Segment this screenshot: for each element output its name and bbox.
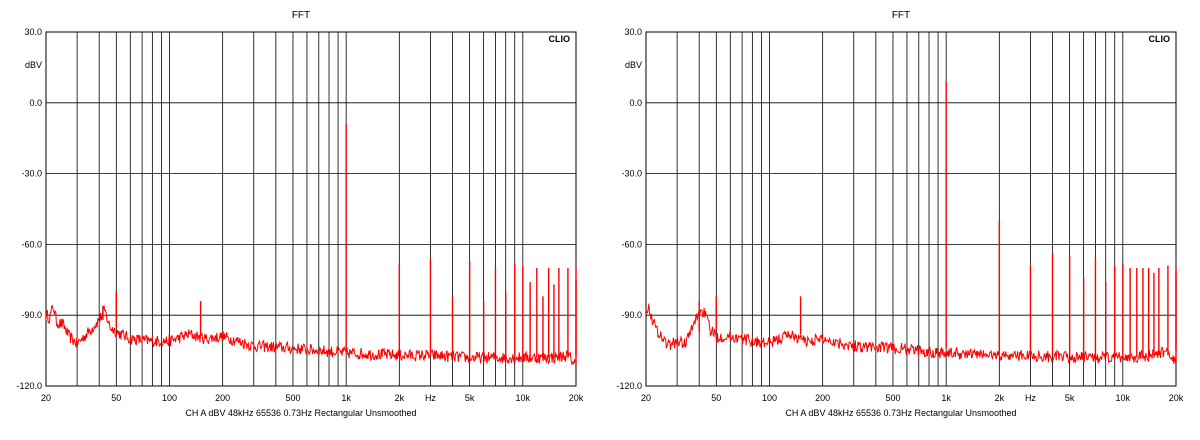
plot-area — [645, 31, 1177, 387]
fft-chart-left: FFT CLIO 30.0 0.0 -30.0 -60.0 -90.0 -120.0 dBV 20… — [16, 10, 584, 418]
y-tick-label: 0.0 — [29, 98, 42, 108]
fft-chart-right: FFT CLIO 30.0 0.0 -30.0 -60.0 -90.0 -120.0 dBV 20… — [600, 0, 1200, 440]
y-tick-label: -120.0 — [616, 381, 642, 391]
x-tick-label: 10k — [516, 393, 531, 403]
fft-chart-svg: FFT CLIO 30.0 0.0 -30.0 -60.0 -90.0 -120.0 dBV 20… — [616, 10, 1184, 418]
x-tick-label: 500 — [885, 393, 900, 403]
x-tick-label: 2k — [995, 393, 1005, 403]
chart-title: FFT — [892, 10, 910, 21]
x-tick-label: 200 — [815, 393, 830, 403]
x-tick-label: 50 — [711, 393, 721, 403]
chart-footer: CH A dBV 48kHz 65536 0.73Hz Rectangular … — [785, 408, 1016, 418]
x-tick-label: 200 — [215, 393, 230, 403]
x-tick-label: 1k — [341, 393, 351, 403]
y-tick-label: -60.0 — [621, 239, 642, 249]
x-tick-label: 500 — [285, 393, 300, 403]
chart-footer: CH A dBV 48kHz 65536 0.73Hz Rectangular … — [185, 408, 416, 418]
y-unit-label: dBV — [625, 60, 642, 70]
x-unit-label: Hz — [1025, 393, 1036, 403]
x-tick-label: 100 — [762, 393, 777, 403]
x-tick-label: 20k — [569, 393, 584, 403]
x-unit-label: Hz — [425, 393, 436, 403]
y-tick-label: -60.0 — [21, 239, 42, 249]
y-tick-label: 30.0 — [624, 27, 642, 37]
chart-title: FFT — [292, 10, 310, 21]
x-tick-label: 5k — [1065, 393, 1075, 403]
noise-floor-trace — [646, 303, 1177, 365]
brand-label: CLIO — [549, 34, 571, 44]
x-tick-label: 10k — [1116, 393, 1131, 403]
x-tick-label: 1k — [941, 393, 951, 403]
x-tick-label: 20 — [41, 393, 51, 403]
x-tick-label: 20k — [1169, 393, 1184, 403]
y-tick-label: -120.0 — [16, 381, 42, 391]
y-unit-label: dBV — [25, 60, 42, 70]
x-tick-label: 2k — [395, 393, 405, 403]
brand-label: CLIO — [1149, 34, 1171, 44]
y-tick-label: -30.0 — [21, 169, 42, 179]
y-tick-label: 30.0 — [24, 27, 42, 37]
x-tick-label: 100 — [162, 393, 177, 403]
y-tick-label: -90.0 — [21, 310, 42, 320]
x-tick-label: 5k — [465, 393, 475, 403]
fft-chart-svg: FFT CLIO 30.0 0.0 -30.0 -60.0 -90.0 -120.0 dBV 20… — [16, 10, 584, 418]
y-tick-label: 0.0 — [629, 98, 642, 108]
x-tick-label: 50 — [111, 393, 121, 403]
y-tick-label: -90.0 — [621, 310, 642, 320]
y-tick-label: -30.0 — [621, 169, 642, 179]
noise-floor-trace — [46, 304, 577, 366]
plot-area — [45, 31, 577, 387]
x-tick-label: 20 — [641, 393, 651, 403]
